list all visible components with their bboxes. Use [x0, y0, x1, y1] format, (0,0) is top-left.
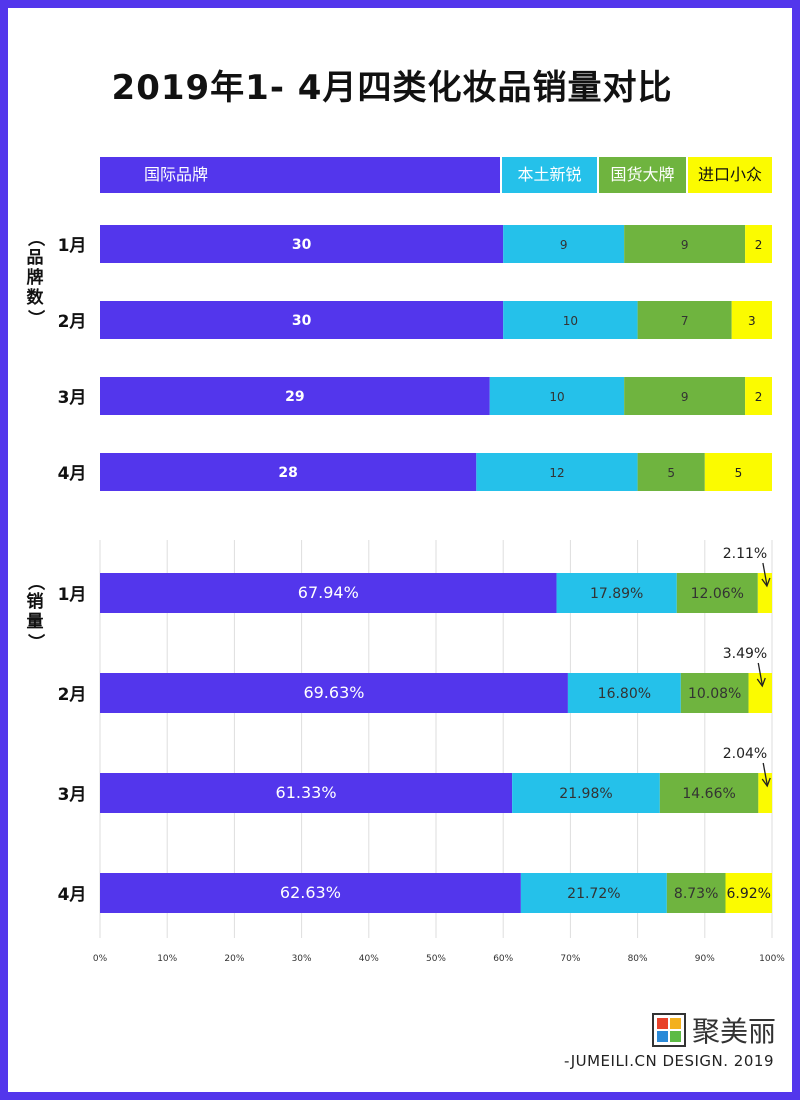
- callout-arrow-icon: [756, 677, 766, 688]
- bar-segment: [731, 301, 772, 339]
- data-label: 8.73%: [674, 886, 718, 902]
- legend-item-intl: 国际品牌: [100, 157, 500, 193]
- bar-segment: [637, 453, 705, 491]
- data-label: 2: [755, 238, 763, 252]
- bar-segment: [745, 377, 772, 415]
- month-label: 1月: [58, 585, 87, 605]
- month-label: 4月: [58, 464, 87, 484]
- data-label: 16.80%: [598, 686, 651, 702]
- data-label: 30: [292, 313, 312, 329]
- data-label: 10: [549, 390, 564, 404]
- bar-segment: [624, 225, 746, 263]
- data-label: 61.33%: [276, 783, 337, 802]
- legend-item-domestic: 国货大牌: [597, 157, 686, 193]
- chart-title: 2019年1- 4月四类化妆品销量对比: [111, 68, 673, 108]
- bar-segment: [100, 873, 521, 913]
- bar-segment: [748, 673, 772, 713]
- bar-segment: [100, 773, 513, 813]
- data-label: 10: [563, 314, 578, 328]
- bar-segment: [503, 301, 638, 339]
- data-label: 9: [560, 238, 568, 252]
- bar-segment: [100, 573, 557, 613]
- design-credit: -JUMEILI.CN DESIGN. 2019: [563, 1052, 774, 1070]
- bar-segment: [476, 453, 638, 491]
- data-label: 2: [755, 390, 763, 404]
- bar-segment: [567, 673, 681, 713]
- bar-segment: [676, 573, 758, 613]
- data-label: 2.11%: [723, 546, 767, 562]
- bar-segment: [100, 225, 504, 263]
- x-tick-label: 100%: [759, 954, 785, 964]
- data-label: 5: [667, 466, 675, 480]
- bar-segment: [512, 773, 660, 813]
- data-label: 6.92%: [727, 886, 771, 902]
- data-label: 17.89%: [590, 586, 643, 602]
- data-label: 21.98%: [559, 786, 612, 802]
- bar-segment: [100, 301, 504, 339]
- data-label: 3.49%: [723, 646, 767, 662]
- x-tick-label: 0%: [93, 954, 108, 964]
- callout-line: [762, 762, 768, 786]
- data-label: 14.66%: [682, 786, 735, 802]
- bar-segment: [100, 453, 477, 491]
- callout-line: [757, 662, 763, 686]
- bar-segment: [556, 573, 677, 613]
- x-tick-label: 20%: [224, 954, 244, 964]
- legend-item-niche: 进口小众: [686, 157, 772, 193]
- month-label: 2月: [58, 312, 87, 332]
- data-label: 9: [681, 390, 689, 404]
- x-tick-label: 10%: [157, 954, 177, 964]
- bar-segment: [503, 225, 625, 263]
- month-label: 3月: [58, 785, 87, 805]
- bar-segment: [680, 673, 749, 713]
- bar-segment: [704, 453, 772, 491]
- data-label: 21.72%: [567, 886, 620, 902]
- data-label: 62.63%: [280, 883, 341, 902]
- data-label: 30: [292, 237, 312, 253]
- data-label: 12.06%: [691, 586, 744, 602]
- x-tick-label: 50%: [426, 954, 446, 964]
- data-label: 69.63%: [303, 683, 364, 702]
- data-label: 2.04%: [723, 746, 767, 762]
- month-label: 3月: [58, 388, 87, 408]
- bar-segment: [666, 873, 726, 913]
- brand-name: 聚美丽: [691, 1015, 776, 1048]
- bar-segment: [745, 225, 772, 263]
- data-label: 10.08%: [688, 686, 741, 702]
- bar-segment: [624, 377, 746, 415]
- data-label: 3: [748, 314, 756, 328]
- month-label: 1月: [58, 236, 87, 256]
- bar-segment: [100, 673, 568, 713]
- data-label: 12: [549, 466, 564, 480]
- bar-segment: [725, 873, 772, 913]
- jumeili-logo-icon: [651, 1013, 686, 1047]
- callout-arrow-icon: [761, 777, 771, 788]
- month-label: 4月: [58, 885, 87, 905]
- data-label: 7: [681, 314, 689, 328]
- x-tick-label: 70%: [560, 954, 580, 964]
- data-label: 29: [285, 389, 304, 405]
- x-tick-label: 60%: [493, 954, 513, 964]
- month-label: 2月: [58, 685, 87, 705]
- bar-segment: [659, 773, 759, 813]
- brand-count-axis-title: （品牌数）: [25, 229, 45, 327]
- bar-segment: [520, 873, 667, 913]
- callout-arrow-icon: [761, 577, 771, 588]
- bar-segment: [637, 301, 732, 339]
- callout-line: [762, 562, 768, 586]
- x-tick-label: 90%: [695, 954, 715, 964]
- x-tick-label: 80%: [628, 954, 648, 964]
- data-label: 67.94%: [298, 583, 359, 602]
- bar-segment: [100, 377, 490, 415]
- sales-axis-title: （销量）: [25, 573, 45, 651]
- data-label: 5: [735, 466, 743, 480]
- legend-item-local: 本土新锐: [500, 157, 597, 193]
- x-tick-label: 30%: [292, 954, 312, 964]
- x-tick-label: 40%: [359, 954, 379, 964]
- data-label: 9: [681, 238, 689, 252]
- watermark: 聚美丽: [651, 1010, 776, 1050]
- bar-segment: [489, 377, 625, 415]
- data-label: 28: [278, 465, 297, 481]
